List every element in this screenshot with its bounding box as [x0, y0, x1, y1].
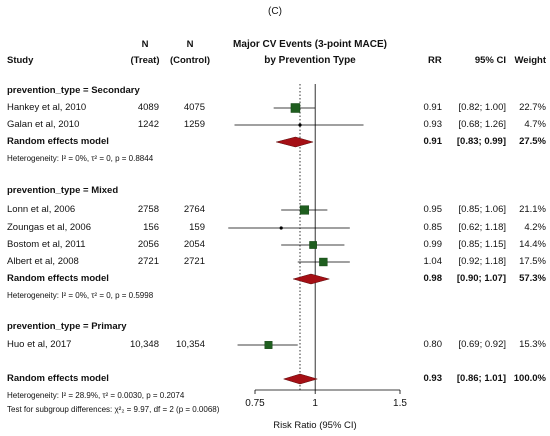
study-name: Bostom et al, 2011 — [7, 239, 86, 250]
study-name: Albert et al, 2008 — [7, 256, 79, 267]
header-n-control-bottom: (Control) — [169, 55, 211, 66]
weight-value: 21.1% — [519, 204, 546, 215]
header-n-control-top: N — [186, 39, 194, 50]
point-estimate-square — [309, 241, 317, 249]
n-treat-value: 156 — [143, 222, 159, 233]
weight-value: 15.3% — [519, 339, 546, 350]
panel-label: (C) — [268, 6, 282, 17]
rr-value: 0.85 — [423, 222, 443, 233]
n-control-value: 2054 — [183, 239, 205, 250]
point-estimate-square — [264, 341, 273, 349]
x-axis-tick-label: 1.5 — [393, 398, 407, 409]
weight-value: 17.5% — [519, 256, 546, 267]
rr-value: 0.95 — [423, 204, 443, 215]
n-treat-value: 2721 — [137, 256, 159, 267]
subgroup-test-text: Test for subgroup differences: χ²₂ = 9.9… — [7, 405, 220, 414]
n-treat-value: 2056 — [137, 239, 159, 250]
point-estimate-dot — [298, 123, 302, 127]
n-treat-value: 4089 — [137, 102, 159, 113]
heterogeneity-text: Heterogeneity: I² = 0%, τ² = 0, p = 0.88… — [7, 154, 154, 163]
ci-value: [0.62; 1.18] — [458, 222, 506, 233]
point-estimate-square — [299, 205, 310, 215]
rr-value: 1.04 — [423, 256, 443, 267]
summary-rr-value: 0.91 — [423, 136, 443, 147]
n-control-value: 2721 — [183, 256, 205, 267]
summary-ci-value: [0.90; 1.07] — [456, 273, 506, 284]
n-control-value: 2764 — [183, 204, 205, 215]
rr-value: 0.80 — [423, 339, 443, 350]
weight-value: 22.7% — [519, 102, 546, 113]
weight-value: 14.4% — [519, 239, 546, 250]
header-n-treat-bottom: (Treat) — [130, 55, 160, 66]
ci-value: [0.82; 1.00] — [458, 102, 506, 113]
weight-value: 4.7% — [524, 119, 546, 130]
n-treat-value: 1242 — [137, 119, 159, 130]
chart-title-line2: by Prevention Type — [264, 55, 356, 66]
study-name: Galan et al, 2010 — [7, 119, 80, 130]
header-study: Study — [7, 55, 34, 66]
overall-summary-diamond — [282, 373, 319, 385]
n-control-value: 10,354 — [175, 339, 205, 350]
header-rr: RR — [428, 55, 442, 66]
ci-value: [0.85; 1.06] — [458, 204, 506, 215]
rr-value: 0.99 — [423, 239, 443, 250]
heterogeneity-text: Heterogeneity: I² = 0%, τ² = 0, p = 0.59… — [7, 291, 154, 300]
study-name: Lonn et al, 2006 — [7, 204, 76, 215]
header-weight: Weight — [514, 55, 547, 66]
n-treat-value: 10,348 — [129, 339, 159, 350]
summary-diamond-secondary — [275, 136, 314, 148]
n-treat-value: 2758 — [137, 204, 159, 215]
group-label-primary: prevention_type = Primary — [7, 321, 127, 332]
point-estimate-square — [319, 257, 328, 267]
summary-ci-value: [0.83; 0.99] — [456, 136, 506, 147]
ci-value: [0.68; 1.26] — [458, 119, 506, 130]
n-control-value: 159 — [189, 222, 205, 233]
weight-value: 4.2% — [524, 222, 546, 233]
x-axis-tick-label: 0.75 — [245, 398, 265, 409]
summary-weight-value: 27.5% — [519, 136, 546, 147]
point-estimate-square — [290, 103, 301, 113]
summary-weight-value: 57.3% — [519, 273, 546, 284]
study-name: Zoungas et al, 2006 — [7, 222, 91, 233]
group-label-secondary: prevention_type = Secondary — [7, 85, 140, 96]
n-control-value: 1259 — [183, 119, 205, 130]
group-label-mixed: prevention_type = Mixed — [7, 185, 119, 196]
header-ci: 95% CI — [474, 55, 506, 66]
point-estimate-dot — [279, 226, 283, 230]
ci-value: [0.92; 1.18] — [458, 256, 506, 267]
overall-heterogeneity-text: Heterogeneity: I² = 28.9%, τ² = 0.0030, … — [7, 391, 185, 400]
x-axis-tick-label: 1 — [312, 398, 318, 409]
overall-rr-value: 0.93 — [423, 373, 443, 384]
summary-diamond-mixed — [292, 273, 331, 285]
overall-weight-value: 100.0% — [513, 373, 546, 384]
rr-value: 0.93 — [423, 119, 443, 130]
x-axis-label: Risk Ratio (95% CI) — [273, 420, 357, 431]
n-control-value: 4075 — [183, 102, 205, 113]
ci-value: [0.69; 0.92] — [458, 339, 506, 350]
rr-value: 0.91 — [423, 102, 443, 113]
overall-label: Random effects model — [7, 373, 109, 384]
study-name: Hankey et al, 2010 — [7, 102, 87, 113]
summary-rr-value: 0.98 — [423, 273, 443, 284]
summary-label: Random effects model — [7, 273, 109, 284]
header-n-treat-top: N — [141, 39, 149, 50]
overall-ci-value: [0.86; 1.01] — [456, 373, 506, 384]
study-name: Huo et al, 2017 — [7, 339, 72, 350]
ci-value: [0.85; 1.15] — [458, 239, 506, 250]
chart-title-line1: Major CV Events (3-point MACE) — [233, 39, 387, 50]
summary-label: Random effects model — [7, 136, 109, 147]
